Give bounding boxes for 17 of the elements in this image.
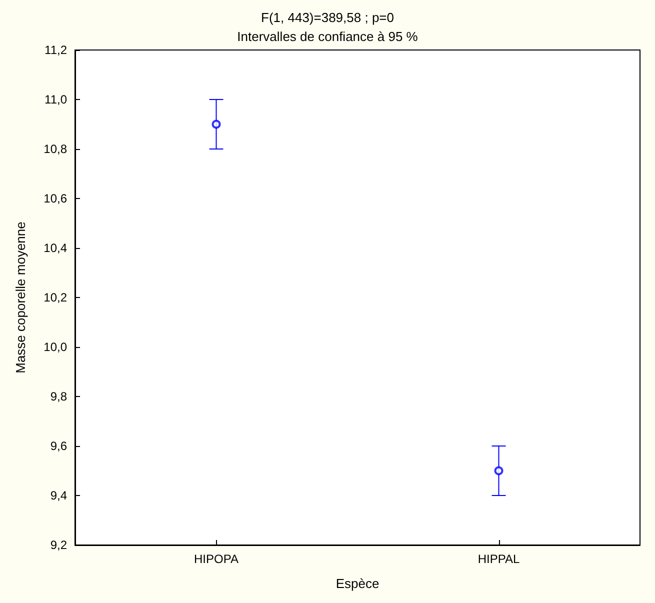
y-tick-label: 9,2 — [50, 538, 68, 552]
y-tick-label: 11,2 — [44, 43, 68, 57]
chart-title: F(1, 443)=389,58 ; p=0 — [261, 10, 394, 25]
x-tick-label: HIPOPA — [194, 552, 238, 566]
y-tick-label: 10,6 — [44, 192, 68, 206]
y-tick-label: 11,0 — [44, 92, 68, 106]
y-tick-label: 10,4 — [44, 241, 68, 255]
x-tick-label: HIPPAL — [478, 552, 520, 566]
chart-subtitle: Intervalles de confiance à 95 % — [237, 29, 418, 44]
y-axis-title: Masse coporelle moyenne — [13, 222, 28, 374]
y-tick-label: 9,6 — [50, 439, 68, 453]
x-axis-title: Espèce — [336, 576, 380, 591]
y-tick-label: 9,4 — [50, 488, 68, 502]
y-tick-label: 9,8 — [50, 390, 68, 404]
y-tick-label: 10,2 — [44, 290, 68, 304]
y-tick-label: 10,8 — [44, 142, 68, 156]
y-tick-label: 10,0 — [44, 340, 68, 354]
